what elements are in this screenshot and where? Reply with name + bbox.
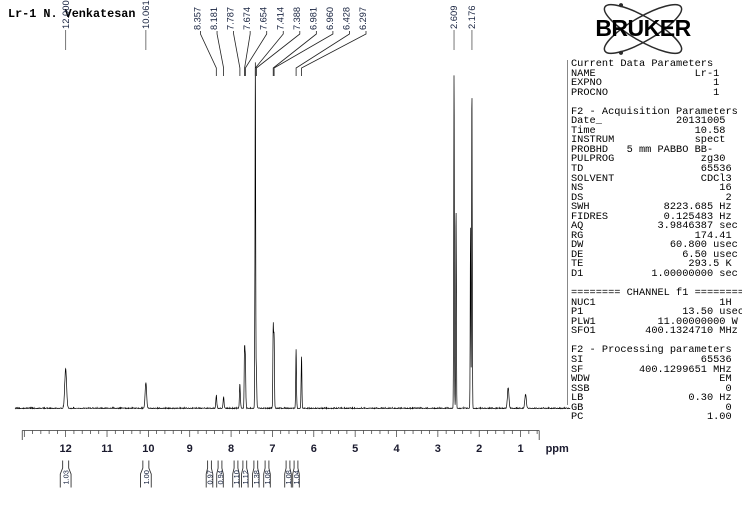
svg-text:3: 3	[435, 443, 441, 455]
svg-text:6.428: 6.428	[341, 7, 351, 30]
svg-text:12.000: 12.000	[60, 0, 71, 29]
svg-text:7.787: 7.787	[226, 7, 236, 30]
svg-text:9: 9	[187, 443, 193, 455]
svg-text:8.181: 8.181	[209, 7, 219, 30]
svg-text:7.414: 7.414	[275, 7, 285, 30]
svg-text:6.297: 6.297	[358, 7, 368, 30]
svg-text:2.176: 2.176	[466, 6, 477, 29]
svg-text:1.08: 1.08	[263, 470, 272, 484]
svg-text:10: 10	[142, 443, 154, 455]
svg-text:11: 11	[101, 443, 113, 455]
svg-text:1: 1	[518, 443, 524, 455]
svg-text:1.04: 1.04	[292, 470, 301, 484]
svg-text:8: 8	[228, 443, 234, 455]
svg-text:7.654: 7.654	[259, 7, 269, 30]
svg-text:6.960: 6.960	[325, 7, 335, 30]
svg-text:4: 4	[393, 443, 400, 455]
svg-text:2: 2	[476, 443, 482, 455]
svg-text:8.357: 8.357	[193, 7, 203, 30]
svg-text:0.97: 0.97	[206, 470, 215, 484]
svg-text:1.00: 1.00	[142, 470, 151, 484]
svg-text:7.388: 7.388	[292, 7, 302, 30]
svg-text:1.10: 1.10	[232, 470, 241, 484]
svg-text:2.609: 2.609	[448, 6, 459, 29]
svg-text:BRUKER: BRUKER	[595, 15, 691, 41]
svg-text:7: 7	[269, 443, 275, 455]
svg-text:1.38: 1.38	[252, 470, 261, 484]
svg-text:10.061: 10.061	[140, 0, 151, 29]
svg-text:0.94: 0.94	[216, 470, 225, 484]
svg-text:ppm: ppm	[546, 443, 569, 455]
svg-text:5: 5	[352, 443, 358, 455]
svg-text:1.03: 1.03	[62, 470, 71, 484]
svg-text:6.981: 6.981	[308, 7, 318, 30]
svg-text:6: 6	[311, 443, 317, 455]
svg-text:1.12: 1.12	[241, 470, 250, 484]
svg-text:12: 12	[60, 443, 72, 455]
svg-text:7.674: 7.674	[242, 7, 252, 30]
